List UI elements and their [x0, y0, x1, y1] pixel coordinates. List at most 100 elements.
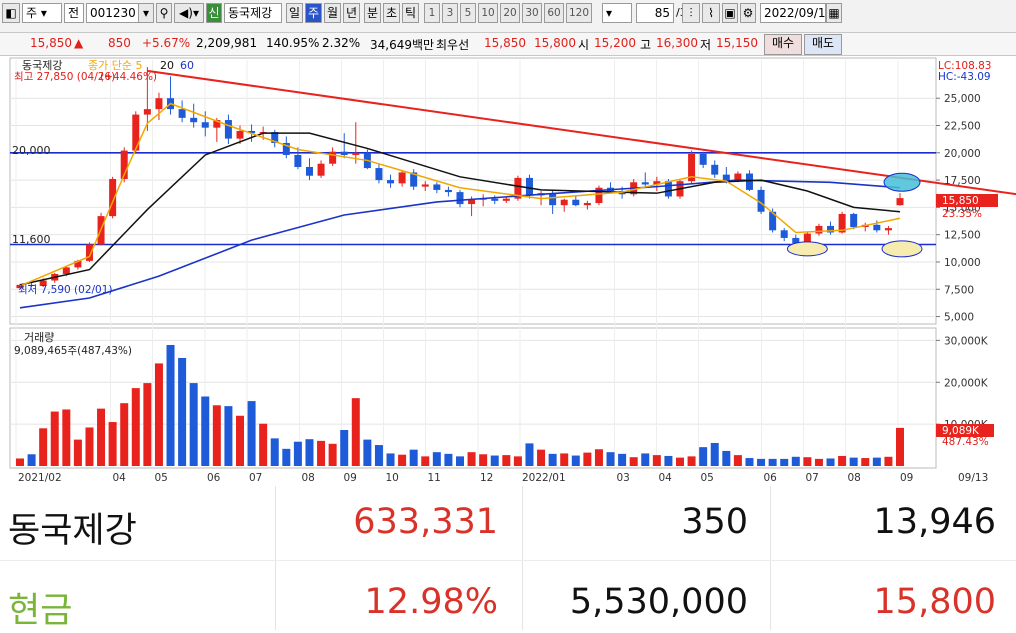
date-tick-label: 03 [617, 472, 630, 484]
last-price-tag [936, 194, 998, 207]
bar-count-input[interactable]: 85 [636, 3, 674, 23]
interval-60[interactable]: 60 [544, 3, 564, 23]
price-tick-label: 5,000 [944, 312, 974, 324]
chart-toolbar: ◧ 주 ▾ 전 001230 ▾ ⚲ ◀)▾ 신 동국제강 일 주 월 년 분 … [0, 0, 1016, 33]
candle-body [132, 114, 140, 151]
volume-bar [317, 440, 326, 466]
date-input[interactable]: 2022/09/13 [760, 3, 826, 23]
candle-body [248, 130, 256, 134]
buy-button[interactable]: 매수 [764, 34, 802, 55]
calendar-icon[interactable]: ▦ [826, 3, 842, 23]
speaker-icon[interactable]: ◀)▾ [174, 3, 204, 23]
interval-5[interactable]: 5 [460, 3, 476, 23]
volume-bar [861, 458, 870, 466]
candle-body [178, 109, 186, 118]
candle-body [664, 181, 672, 197]
period-year[interactable]: 년 [343, 3, 360, 23]
panel-icon[interactable]: ◧ [2, 3, 20, 23]
interval-20[interactable]: 20 [500, 3, 520, 23]
last-volume-value: 9,089K [942, 425, 980, 437]
candle-body [456, 192, 464, 205]
sell-button[interactable]: 매도 [804, 34, 842, 55]
level-label-11600: 11,600 [12, 233, 51, 246]
candle-body [525, 177, 533, 196]
indicator-icon[interactable]: ⌇ [702, 3, 720, 23]
volume-bar [594, 449, 603, 466]
search-icon[interactable]: ⚲ [156, 3, 172, 23]
candle-body [444, 189, 452, 193]
volume-bar [363, 439, 372, 466]
candle-body [109, 178, 117, 217]
period-minute[interactable]: 분 [364, 3, 381, 23]
summary-value-2: 350 [681, 502, 748, 542]
price-tick-label: 22,500 [944, 121, 981, 133]
save-icon[interactable]: ▣ [722, 3, 738, 23]
date-tick-label: 04 [659, 472, 673, 484]
period-second[interactable]: 초 [383, 3, 400, 23]
volume-bar [247, 401, 256, 466]
volume-bar [803, 457, 812, 466]
date-tick-label: 07 [249, 472, 262, 484]
volume-bar [444, 453, 453, 466]
volume-bar [687, 456, 696, 466]
market-select[interactable]: 주 ▾ [22, 3, 62, 23]
interval-3[interactable]: 3 [442, 3, 458, 23]
candle-body [502, 198, 510, 201]
volume-bar [571, 455, 580, 466]
volume-bar [50, 411, 59, 466]
candle-body [711, 164, 719, 175]
volume-bar [398, 454, 407, 466]
stock-code-input[interactable]: 001230 [86, 3, 154, 23]
date-tick-label: 10 [386, 472, 399, 484]
candle-body [201, 122, 209, 128]
date-tick-label: 09 [344, 472, 357, 484]
volume-bar [606, 452, 615, 466]
candle-body [688, 153, 696, 182]
date-tick-label: 06 [764, 472, 778, 484]
interval-120[interactable]: 120 [566, 3, 592, 23]
period-day[interactable]: 일 [286, 3, 303, 23]
volume-bar [97, 408, 106, 466]
max-price-pct: (+44.46%) [100, 71, 157, 83]
interval-1[interactable]: 1 [424, 3, 440, 23]
volume-bar [664, 455, 673, 466]
candle-body [410, 172, 418, 187]
candle-body [305, 166, 313, 176]
volume-bar [641, 453, 650, 466]
period-week[interactable]: 주 [305, 3, 322, 23]
volume-bar [27, 454, 36, 466]
volume-bar [328, 443, 337, 466]
interval-custom-select[interactable]: ▾ [602, 3, 632, 23]
price-tick-label: 17,500 [944, 175, 981, 187]
date-tick-label: 11 [428, 472, 441, 484]
chevron-down-icon[interactable]: ▾ [138, 3, 154, 23]
period-tick[interactable]: 틱 [402, 3, 419, 23]
volume-bar [826, 458, 835, 466]
date-tick-label: 09 [900, 472, 913, 484]
last-price-pct: 23.35% [942, 208, 982, 220]
candle-body [803, 233, 811, 244]
candle-body [213, 120, 221, 128]
period-month[interactable]: 월 [324, 3, 341, 23]
candle-body [329, 151, 337, 164]
up-arrow-icon: ▲ [74, 36, 84, 50]
candle-icon[interactable]: ⫶ [682, 3, 700, 23]
candle-body [815, 225, 823, 234]
interval-30[interactable]: 30 [522, 3, 542, 23]
price-tick-label: 7,500 [944, 284, 974, 296]
volume-bar [768, 458, 777, 466]
candle-body [16, 284, 24, 289]
board-select[interactable]: 전 [64, 3, 84, 23]
stock-name: 동국제강 [224, 3, 282, 23]
volume-bar [710, 442, 719, 466]
candle-body [699, 153, 707, 165]
interval-10[interactable]: 10 [478, 3, 498, 23]
last-volume-pct: 487.43% [942, 436, 989, 448]
volume-bar [548, 453, 557, 466]
gear-icon[interactable]: ⚙ [740, 3, 756, 23]
date-tick-label: 08 [302, 472, 315, 484]
highlight-ellipse [786, 241, 828, 257]
candle-body [421, 184, 429, 187]
candle-body [387, 180, 395, 184]
candle-body [560, 199, 568, 206]
